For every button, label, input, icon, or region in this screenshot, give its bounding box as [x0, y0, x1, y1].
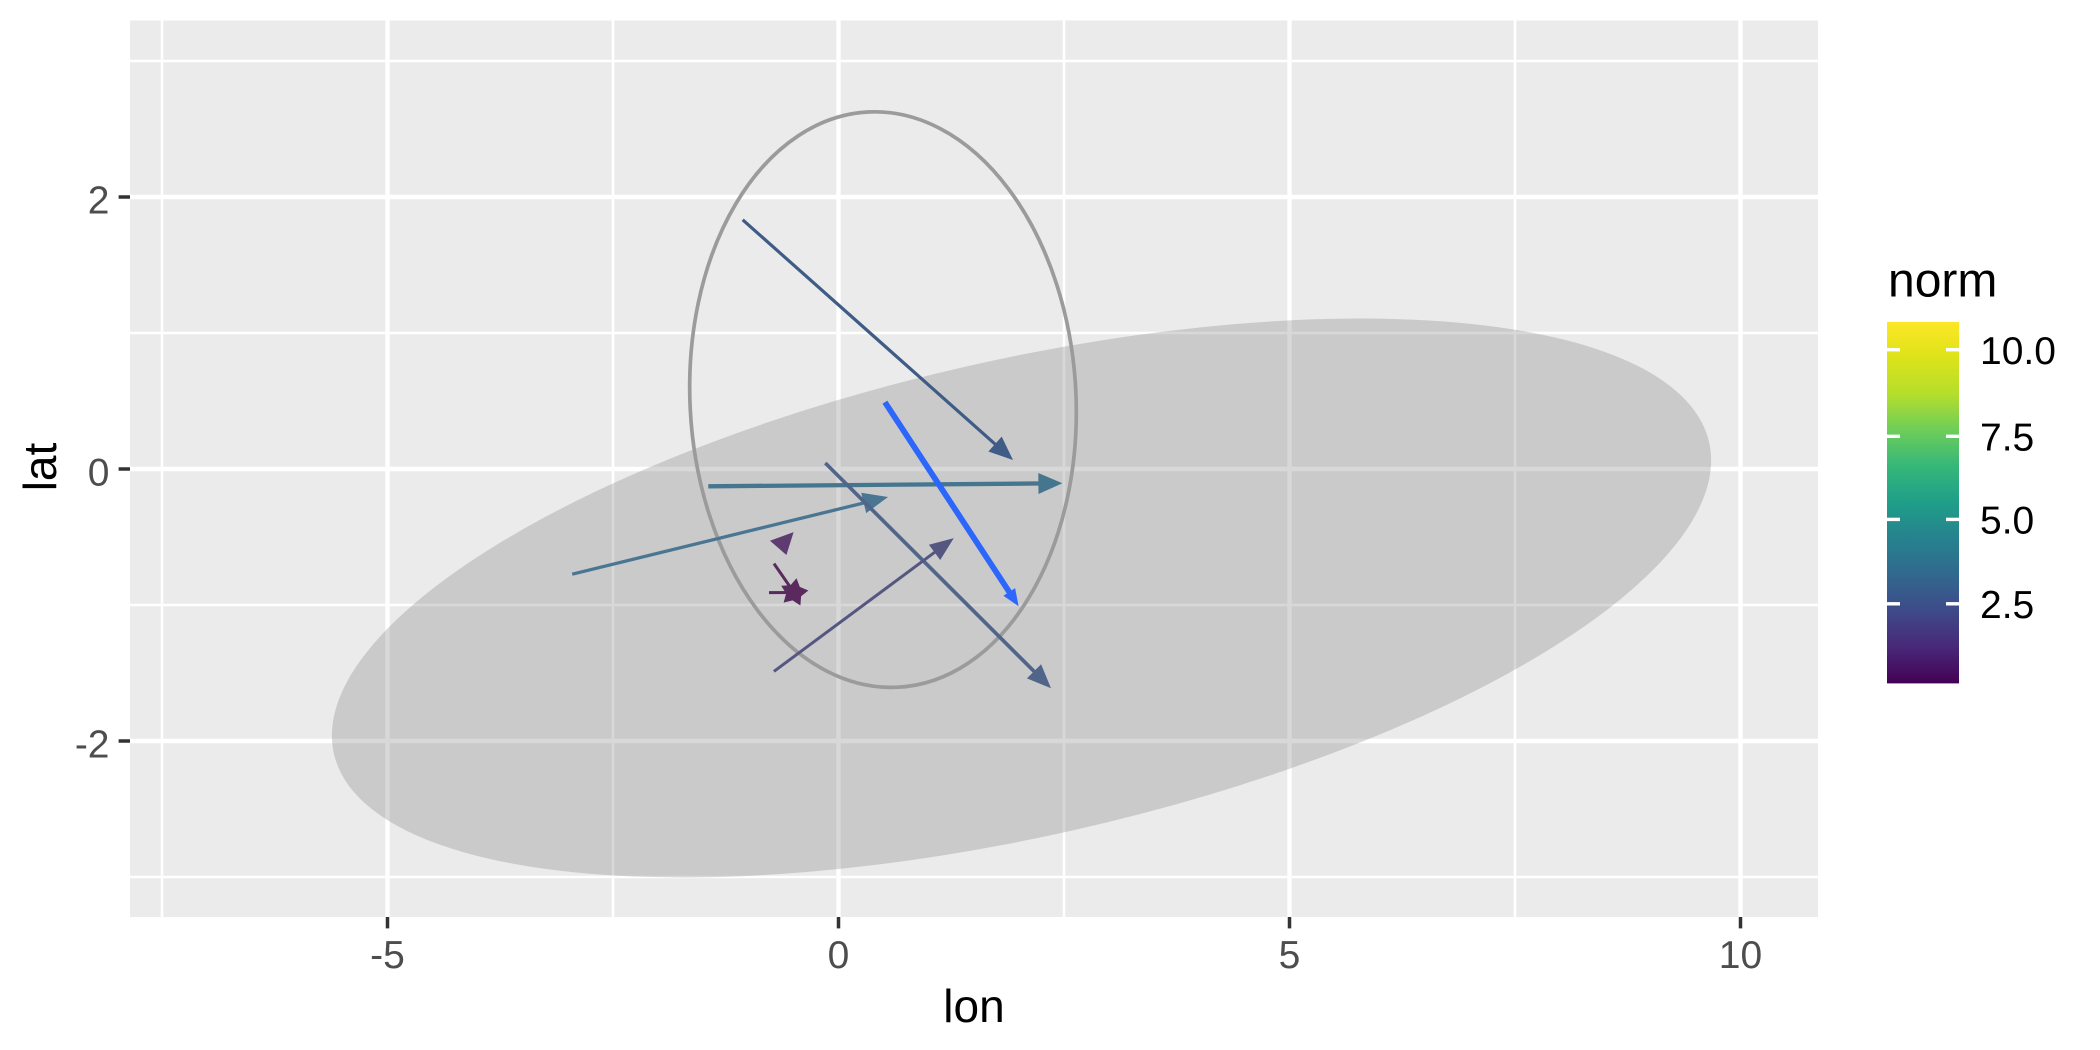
svg-text:5: 5 — [1279, 934, 1301, 977]
svg-text:-5: -5 — [370, 934, 405, 977]
svg-text:norm: norm — [1888, 255, 1997, 308]
svg-text:7.5: 7.5 — [1980, 417, 2034, 460]
svg-text:2.5: 2.5 — [1980, 584, 2034, 627]
svg-text:5.0: 5.0 — [1980, 500, 2034, 543]
svg-text:10.0: 10.0 — [1980, 330, 2056, 373]
svg-text:-2: -2 — [75, 723, 110, 766]
svg-text:lat: lat — [14, 442, 66, 491]
svg-text:0: 0 — [828, 934, 850, 977]
svg-text:2: 2 — [88, 179, 110, 222]
svg-text:0: 0 — [88, 451, 110, 494]
svg-text:10: 10 — [1719, 934, 1762, 977]
svg-text:lon: lon — [943, 980, 1004, 1032]
